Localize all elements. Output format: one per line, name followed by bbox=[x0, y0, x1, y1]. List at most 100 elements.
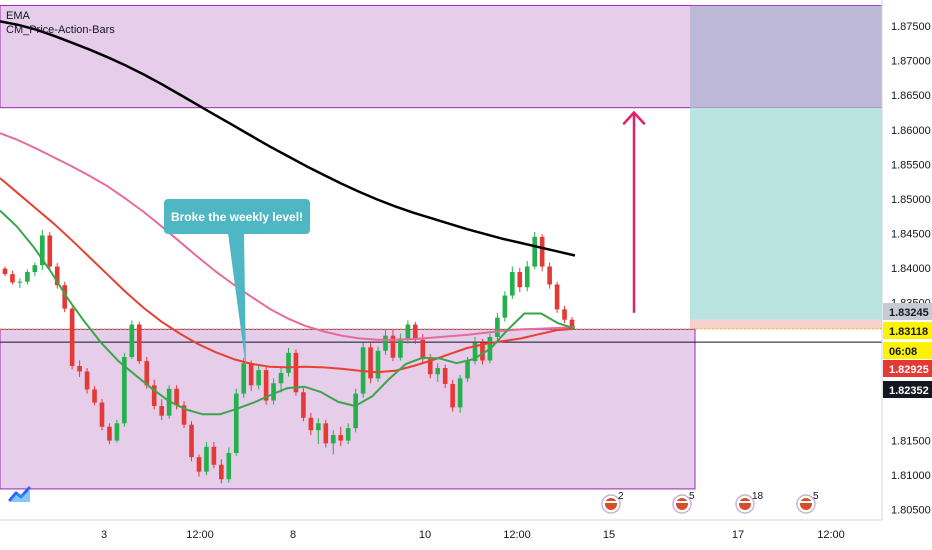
candle-body bbox=[189, 424, 194, 458]
candle-body bbox=[25, 272, 30, 282]
legend-ema[interactable]: EMA bbox=[6, 10, 30, 22]
candle bbox=[532, 231, 538, 270]
price-badge: 06:08 bbox=[883, 342, 932, 359]
time-tick: 3 bbox=[101, 529, 107, 541]
economic-event-icon[interactable]: 5 bbox=[672, 491, 695, 514]
price-badge: 1.83245 bbox=[883, 303, 932, 320]
candle-body bbox=[338, 435, 344, 441]
candle bbox=[554, 281, 560, 313]
candle-body bbox=[129, 324, 135, 358]
candle-body bbox=[256, 370, 261, 386]
candle bbox=[69, 306, 75, 370]
price-tick: 1.80500 bbox=[891, 505, 931, 517]
price-badge-bg bbox=[883, 322, 932, 339]
price-badge: 1.82352 bbox=[883, 381, 932, 398]
price-badge-text: 1.82352 bbox=[889, 385, 929, 397]
price-badge: 1.82925 bbox=[883, 360, 932, 377]
candle bbox=[99, 399, 105, 431]
candle-body bbox=[472, 342, 478, 362]
candle bbox=[316, 418, 321, 445]
callout-pointer bbox=[228, 233, 246, 368]
time-tick: 8 bbox=[290, 529, 296, 541]
candle bbox=[368, 343, 373, 384]
candle-body bbox=[532, 236, 538, 267]
candle bbox=[219, 459, 224, 484]
candle-body bbox=[413, 324, 418, 340]
candle bbox=[17, 278, 23, 288]
candle bbox=[390, 330, 396, 362]
candle bbox=[39, 229, 45, 270]
time-tick: 17 bbox=[732, 529, 744, 541]
candle bbox=[2, 266, 8, 277]
candle bbox=[47, 231, 53, 270]
candle-body bbox=[353, 393, 358, 429]
price-badge: 1.83118 bbox=[883, 322, 932, 339]
candle-body bbox=[435, 368, 441, 375]
price-tick: 1.86500 bbox=[891, 90, 931, 102]
candle bbox=[330, 430, 336, 455]
price-badge-bg bbox=[883, 303, 932, 320]
candle-body bbox=[181, 405, 187, 425]
candle bbox=[151, 379, 157, 410]
candle-body bbox=[569, 319, 575, 329]
event-flag-icon bbox=[605, 498, 617, 510]
price-tick: 1.85000 bbox=[891, 194, 931, 206]
lower-demand-zone bbox=[0, 328, 696, 490]
candle-body bbox=[562, 309, 567, 320]
target-zone bbox=[690, 107, 882, 320]
price-badge-text: 06:08 bbox=[889, 346, 917, 358]
candle bbox=[181, 401, 187, 429]
candle bbox=[308, 412, 314, 436]
candle bbox=[54, 263, 60, 289]
candle-body bbox=[219, 464, 224, 480]
event-flag-icon bbox=[800, 498, 812, 510]
candle-body bbox=[271, 383, 276, 401]
candle-body bbox=[383, 335, 388, 351]
candle-body bbox=[301, 392, 306, 418]
event-count: 5 bbox=[813, 491, 819, 502]
candle bbox=[480, 339, 485, 365]
economic-event-icon[interactable]: 5 bbox=[796, 491, 819, 514]
candle bbox=[413, 321, 418, 344]
candle-body bbox=[390, 335, 396, 358]
candle-body bbox=[174, 388, 179, 406]
candle-body bbox=[278, 372, 284, 384]
candle-body bbox=[517, 272, 523, 288]
price-tick: 1.81500 bbox=[891, 436, 931, 448]
legend-price-action-bars[interactable]: CM_Price-Action-Bars bbox=[6, 24, 115, 36]
candle bbox=[77, 360, 82, 378]
event-count: 2 bbox=[618, 491, 624, 502]
candle bbox=[472, 336, 478, 365]
candle-body bbox=[510, 272, 515, 296]
candle-body bbox=[420, 339, 426, 360]
candle-body bbox=[308, 417, 314, 431]
candle bbox=[233, 388, 239, 456]
candle bbox=[271, 378, 276, 405]
candle bbox=[450, 379, 455, 412]
economic-event-icon[interactable]: 18 bbox=[735, 491, 764, 514]
time-tick: 10 bbox=[419, 529, 431, 541]
candle-body bbox=[450, 383, 455, 408]
time-tick: 12:00 bbox=[817, 529, 845, 541]
economic-event-icon[interactable]: 2 bbox=[601, 491, 624, 514]
candle bbox=[189, 421, 194, 462]
tradingview-logo[interactable] bbox=[8, 484, 32, 504]
price-tick: 1.87500 bbox=[891, 21, 931, 33]
candle bbox=[562, 305, 567, 324]
candle bbox=[502, 291, 508, 322]
candle-body bbox=[151, 385, 157, 407]
annotation-callout[interactable]: Broke the weekly level! bbox=[164, 199, 310, 234]
candle-body bbox=[293, 352, 299, 393]
candle bbox=[241, 357, 247, 398]
price-tick: 1.85500 bbox=[891, 159, 931, 171]
candle-body bbox=[368, 347, 373, 379]
candle-body bbox=[316, 423, 321, 431]
upper-zone-overlap bbox=[690, 5, 882, 108]
candle bbox=[114, 419, 120, 443]
candle bbox=[323, 419, 329, 448]
candle-body bbox=[211, 446, 217, 465]
candle bbox=[196, 454, 202, 477]
candle-body bbox=[204, 446, 209, 472]
